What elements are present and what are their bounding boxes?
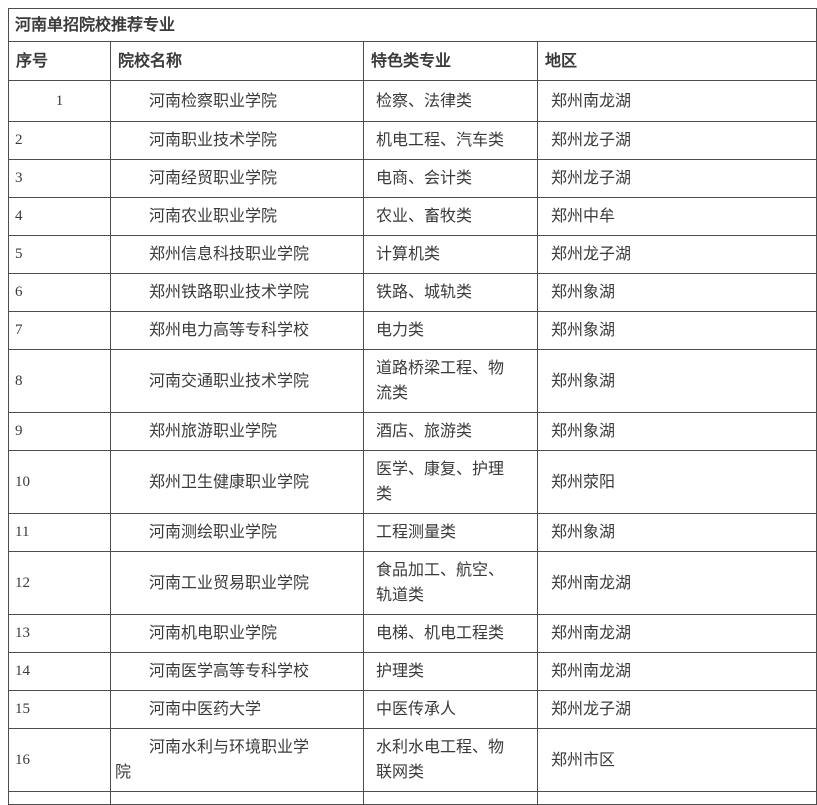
table-row: 14 河南医学高等专科学校 护理类 郑州南龙湖 xyxy=(8,652,817,691)
row-number-cell: 16 xyxy=(8,728,111,792)
row-number-cell: 10 xyxy=(8,450,111,514)
majors-cell: 铁路、城轨类 xyxy=(363,273,538,312)
majors-cell: 酒店、旅游类 xyxy=(363,412,538,451)
table-row: 8 河南交通职业技术学院 道路桥梁工程、物 流类 郑州象湖 xyxy=(8,349,817,413)
school-name-cell: 郑州电力高等专科学校 xyxy=(110,311,364,350)
region-cell: 郑州象湖 xyxy=(536,273,817,312)
majors-cell: 道路桥梁工程、物 流类 xyxy=(363,349,538,413)
school-name-cell: 河南工业贸易职业学院 xyxy=(110,551,364,615)
table-row: 3 河南经贸职业学院 电商、会计类 郑州龙子湖 xyxy=(8,159,817,198)
region-cell: 郑州龙子湖 xyxy=(536,235,817,274)
majors-cell: 农业、畜牧类 xyxy=(363,197,538,236)
school-name-cell: 河南交通职业技术学院 xyxy=(110,349,364,413)
row-number-cell: 13 xyxy=(8,614,111,653)
row-number-cell: 3 xyxy=(8,159,111,198)
school-name-cell: 河南农业职业学院 xyxy=(110,197,364,236)
table-header-row: 序号 院校名称 特色类专业 地区 xyxy=(8,41,817,81)
row-number-cell: 7 xyxy=(8,311,111,350)
region-cell: 郑州龙子湖 xyxy=(536,121,817,160)
region-cell: 郑州市区 xyxy=(536,728,817,792)
region-cell: 郑州龙子湖 xyxy=(536,159,817,198)
table-row: 10 郑州卫生健康职业学院 医学、康复、护理 类 郑州荥阳 xyxy=(8,450,817,514)
row-number-cell: 14 xyxy=(8,652,111,691)
majors-cell: 护理类 xyxy=(363,652,538,691)
school-name-cell: 河南医学高等专科学校 xyxy=(110,652,364,691)
row-number-cell: 1 xyxy=(8,80,111,122)
region-cell: 郑州南龙湖 xyxy=(536,551,817,615)
table-row: 15 河南中医药大学 中医传承人 郑州龙子湖 xyxy=(8,690,817,729)
majors-cell: 工程测量类 xyxy=(363,513,538,552)
majors-cell: 医学、康复、护理 类 xyxy=(363,450,538,514)
majors-cell: 水利水电工程、物 联网类 xyxy=(363,728,538,792)
row-number-cell: 6 xyxy=(8,273,111,312)
table-row: 6 郑州铁路职业技术学院 铁路、城轨类 郑州象湖 xyxy=(8,273,817,312)
region-cell: 郑州南龙湖 xyxy=(536,614,817,653)
region-cell: 郑州南龙湖 xyxy=(536,652,817,691)
school-name-cell: 河南测绘职业学院 xyxy=(110,513,364,552)
partial-cell xyxy=(8,791,111,805)
region-cell: 郑州中牟 xyxy=(536,197,817,236)
row-number-cell: 12 xyxy=(8,551,111,615)
header-cell-region: 地区 xyxy=(536,41,817,81)
header-cell-no: 序号 xyxy=(8,41,111,81)
school-name-cell: 郑州信息科技职业学院 xyxy=(110,235,364,274)
row-number-cell: 11 xyxy=(8,513,111,552)
majors-cell: 检察、法律类 xyxy=(363,80,538,122)
row-number-cell: 9 xyxy=(8,412,111,451)
header-cell-school: 院校名称 xyxy=(110,41,364,81)
region-cell: 郑州龙子湖 xyxy=(536,690,817,729)
table-row: 16 河南水利与环境职业学 院 水利水电工程、物 联网类 郑州市区 xyxy=(8,728,817,792)
row-number-cell: 5 xyxy=(8,235,111,274)
table-row: 13 河南机电职业学院 电梯、机电工程类 郑州南龙湖 xyxy=(8,614,817,653)
recommend-majors-table: 河南单招院校推荐专业 序号 院校名称 特色类专业 地区 1 河南检察职业学院 检… xyxy=(7,8,817,805)
table-row: 2 河南职业技术学院 机电工程、汽车类 郑州龙子湖 xyxy=(8,121,817,160)
majors-cell: 机电工程、汽车类 xyxy=(363,121,538,160)
school-name-cell: 河南中医药大学 xyxy=(110,690,364,729)
majors-cell: 电力类 xyxy=(363,311,538,350)
school-name-cell: 河南水利与环境职业学 院 xyxy=(110,728,364,792)
table-title-row: 河南单招院校推荐专业 xyxy=(7,8,817,42)
partial-cell xyxy=(363,791,538,805)
majors-cell: 中医传承人 xyxy=(363,690,538,729)
region-cell: 郑州南龙湖 xyxy=(536,80,817,122)
table-row: 7 郑州电力高等专科学校 电力类 郑州象湖 xyxy=(8,311,817,350)
majors-cell: 计算机类 xyxy=(363,235,538,274)
table-row: 4 河南农业职业学院 农业、畜牧类 郑州中牟 xyxy=(8,197,817,236)
region-cell: 郑州荥阳 xyxy=(536,450,817,514)
table-row: 11 河南测绘职业学院 工程测量类 郑州象湖 xyxy=(8,513,817,552)
majors-cell: 食品加工、航空、 轨道类 xyxy=(363,551,538,615)
region-cell: 郑州象湖 xyxy=(536,311,817,350)
table-row: 1 河南检察职业学院 检察、法律类 郑州南龙湖 xyxy=(8,80,817,122)
row-number-cell: 8 xyxy=(8,349,111,413)
school-name-cell: 郑州卫生健康职业学院 xyxy=(110,450,364,514)
partial-cell xyxy=(536,791,817,805)
majors-cell: 电梯、机电工程类 xyxy=(363,614,538,653)
row-number-cell: 2 xyxy=(8,121,111,160)
region-cell: 郑州象湖 xyxy=(536,412,817,451)
table-row: 5 郑州信息科技职业学院 计算机类 郑州龙子湖 xyxy=(8,235,817,274)
region-cell: 郑州象湖 xyxy=(536,513,817,552)
school-name-cell: 郑州铁路职业技术学院 xyxy=(110,273,364,312)
school-name-cell: 河南检察职业学院 xyxy=(110,80,364,122)
region-cell: 郑州象湖 xyxy=(536,349,817,413)
header-cell-majors: 特色类专业 xyxy=(363,41,538,81)
table-title: 河南单招院校推荐专业 xyxy=(7,8,817,42)
table-row: 9 郑州旅游职业学院 酒店、旅游类 郑州象湖 xyxy=(8,412,817,451)
table-body: 1 河南检察职业学院 检察、法律类 郑州南龙湖 2 河南职业技术学院 机电工程、… xyxy=(8,80,817,792)
school-name-cell: 河南机电职业学院 xyxy=(110,614,364,653)
row-number-cell: 15 xyxy=(8,690,111,729)
table-row-partial xyxy=(8,791,817,805)
table-row: 12 河南工业贸易职业学院 食品加工、航空、 轨道类 郑州南龙湖 xyxy=(8,551,817,615)
partial-cell xyxy=(110,791,364,805)
row-number-cell: 4 xyxy=(8,197,111,236)
school-name-cell: 河南职业技术学院 xyxy=(110,121,364,160)
school-name-cell: 郑州旅游职业学院 xyxy=(110,412,364,451)
school-name-cell: 河南经贸职业学院 xyxy=(110,159,364,198)
majors-cell: 电商、会计类 xyxy=(363,159,538,198)
